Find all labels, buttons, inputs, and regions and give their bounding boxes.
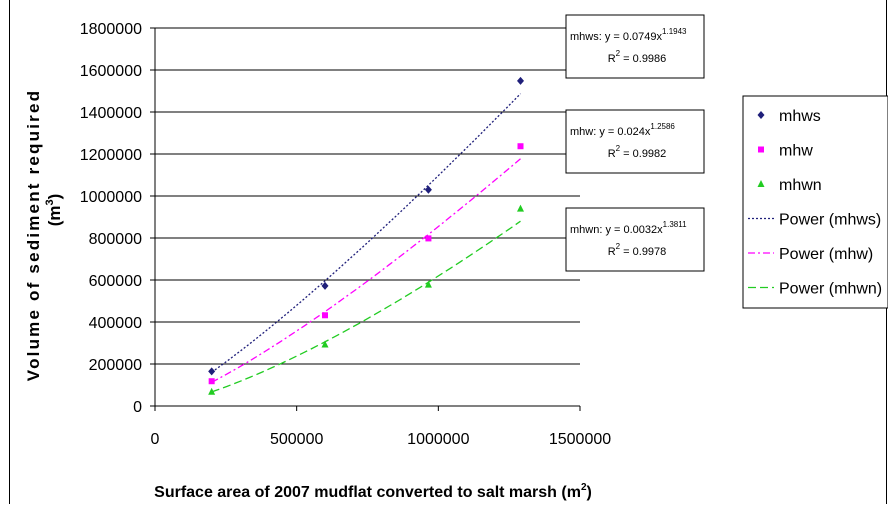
legend: mhws mhw mhwn Power (mhws) Power (mhw) Power … [742,95,888,309]
data-point-mhw [208,378,215,385]
y-tick-label: 1600000 [80,63,142,80]
data-point-mhwn [424,280,432,288]
equation-text: mhws: y = 0.0749x1.1943 [570,27,687,43]
data-point-mhws [208,367,216,376]
y-tick-label: 400000 [89,315,142,332]
y-tick-label: 1400000 [80,105,142,122]
data-point-mhwn [321,340,329,348]
x-axis-title-text: Surface area of 2007 mudflat converted t… [154,484,581,501]
data-point-mhw [517,143,524,150]
equation-box-mhws: mhws: y = 0.0749x1.1943 R2 = 0.9986 [565,14,705,79]
equation-text: mhw: y = 0.024x1.2586 [570,122,675,138]
x-tick-label: 1000000 [407,431,469,448]
trend-line-mhw [211,158,521,383]
data-point-mhws [517,76,524,85]
data-point-mhwn [517,204,524,212]
legend-entry-label: mhw [779,143,813,160]
y-tick-label: 0 [133,399,142,416]
equation-box-mhw: mhw: y = 0.024x1.2586 R2 = 0.9982 [565,109,705,174]
equation-box-border [565,109,705,174]
y-axis-unit: (m3) [44,194,64,227]
data-point-mhws [321,281,329,290]
gridlines [155,27,580,365]
x-tick-label: 0 [151,431,160,448]
data-point-mhws [424,185,432,194]
y-axis-title: Volume of sediment required [24,89,43,381]
y-tick-label: 1200000 [80,147,142,164]
x-axis-title-sup: 2 [581,482,587,493]
trend-lines [211,93,521,393]
data-point-mhw [425,235,432,242]
y-axis-unit-text: (m [45,206,64,227]
trend-line-mhws [211,93,521,373]
y-tick-labels: 0 200000 400000 600000 800000 1000000 1200000 1… [80,21,142,416]
legend-entry-label: Power (mhws) [779,212,881,229]
y-tick-label: 800000 [89,231,142,248]
y-tick-label: 1000000 [80,189,142,206]
legend-box [742,95,888,309]
r-squared-text: R2 = 0.9982 [608,144,667,160]
y-axis-unit-sup: 3 [44,199,56,205]
axes [150,27,581,411]
equation-boxes: mhws: y = 0.0749x1.1943 R2 = 0.9986 mhw: y… [565,14,705,272]
trend-line-mhwn [211,220,521,393]
legend-entry-label: mhws [779,108,821,125]
x-tick-label: 1500000 [549,431,611,448]
x-tick-label: 500000 [270,431,323,448]
r-squared-text: R2 = 0.9978 [608,242,667,258]
equation-box-border [565,207,705,272]
data-point-mhwn [208,387,216,395]
x-axis-title-end: ) [587,484,592,501]
y-tick-label: 1800000 [80,21,142,38]
y-tick-label: 200000 [89,357,142,374]
data-point-mhw [322,312,328,319]
legend-marker-mhw [758,146,764,153]
legend-entry-label: mhwn [779,177,822,194]
y-axis-title-line1: Volume of sediment required [24,89,43,381]
y-tick-label: 600000 [89,273,142,290]
r-squared-text: R2 = 0.9986 [608,49,667,65]
legend-entry-label: Power (mhw) [779,246,873,263]
legend-marker-mhwn [757,180,765,187]
equation-box-mhwn: mhwn: y = 0.0032x1.3811 R2 = 0.9978 [565,207,705,272]
x-axis-title: Surface area of 2007 mudflat converted t… [154,482,592,501]
equation-box-border [565,14,705,79]
x-tick-labels: 0 500000 1000000 1500000 [151,431,612,448]
legend-entry-label: Power (mhwn) [779,281,882,298]
data-points [208,76,524,395]
legend-marker-mhws [757,111,765,119]
equation-text: mhwn: y = 0.0032x1.3811 [570,220,687,236]
y-axis-unit-end: ) [45,194,64,200]
